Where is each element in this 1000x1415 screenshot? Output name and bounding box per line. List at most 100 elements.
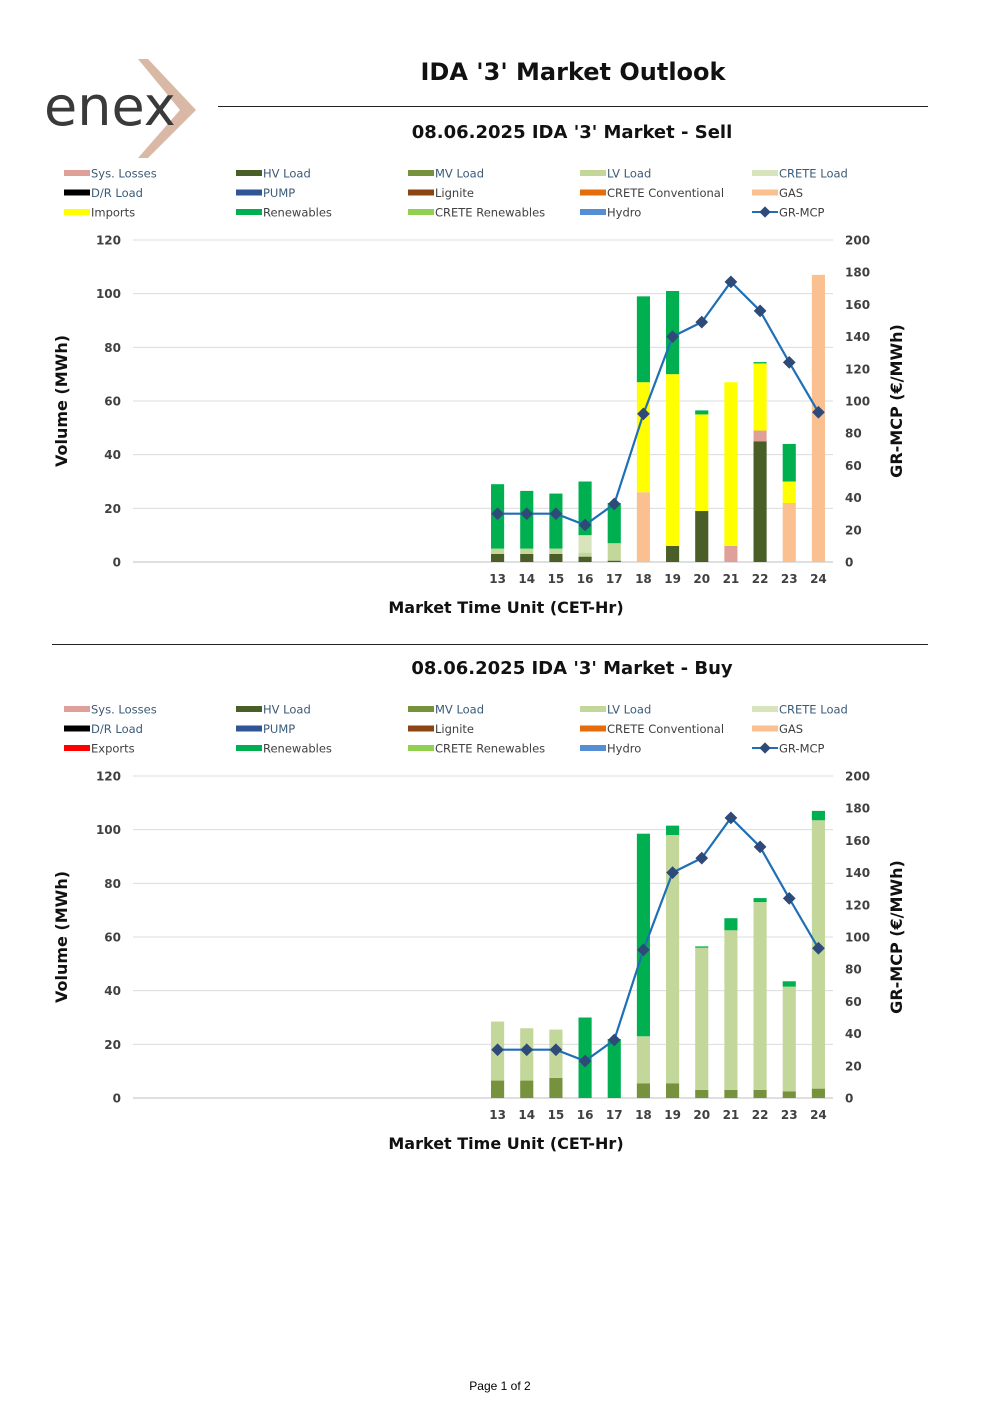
y2-tick-label: 180	[845, 802, 870, 816]
legend-label-crete-load: CRETE Load	[779, 703, 848, 717]
x-tick-label: 13	[489, 1108, 506, 1122]
y2-tick-label: 200	[845, 234, 870, 248]
x-tick-label: 24	[810, 572, 827, 586]
bar-imports-19	[666, 374, 680, 546]
legend-label-renewables: Renewables	[263, 742, 332, 756]
y2-tick-label: 80	[845, 963, 862, 977]
bar-hv-load-19	[666, 545, 680, 562]
page-title: IDA '3' Market Outlook	[420, 58, 726, 86]
bar-sys-losses-22	[753, 430, 767, 442]
x-tick-label: 15	[548, 572, 565, 586]
legend-label-gr-mcp: GR-MCP	[779, 742, 825, 756]
bar-lv-load-22	[753, 902, 767, 1090]
legend-label-crete-renewables: CRETE Renewables	[435, 742, 545, 756]
legend-label-renewables: Renewables	[263, 206, 332, 220]
y-tick-label: 100	[96, 823, 121, 837]
x-tick-label: 17	[606, 572, 623, 586]
legend-label-pump: PUMP	[263, 186, 295, 200]
y2-axis-title: GR-MCP (€/MWh)	[887, 324, 906, 478]
legend-swatch	[236, 209, 262, 215]
bar-imports-23	[782, 481, 796, 503]
x-tick-label: 18	[635, 1108, 652, 1122]
bar-renewables-15	[549, 493, 563, 549]
x-tick-label: 19	[664, 1108, 681, 1122]
bar-hv-load-15	[549, 553, 563, 562]
x-tick-label: 22	[752, 1108, 769, 1122]
legend-swatch	[64, 209, 90, 215]
bar-sys-losses-21	[724, 545, 738, 562]
legend-swatch	[408, 706, 434, 712]
bar-gas-18	[636, 492, 650, 562]
bar-renewables-23	[782, 443, 796, 482]
bar-renewables-22	[753, 898, 767, 903]
legend-swatch	[580, 706, 606, 712]
bar-imports-21	[724, 382, 738, 546]
bar-renewables-17	[607, 502, 621, 544]
legend-swatch	[236, 745, 262, 751]
x-tick-label: 22	[752, 572, 769, 586]
legend-swatch	[580, 189, 606, 196]
gr-mcp-point-15	[549, 1043, 563, 1057]
legend-label-mv-load: MV Load	[435, 167, 484, 181]
bar-lv-load-20	[695, 947, 709, 1090]
bar-hv-load-16	[578, 556, 592, 562]
y2-tick-label: 120	[845, 362, 870, 376]
legend-label-gr-mcp: GR-MCP	[779, 206, 825, 220]
x-tick-label: 14	[518, 1108, 535, 1122]
bar-mv-load-18	[636, 1083, 650, 1098]
bar-renewables-19	[666, 825, 680, 836]
legend-swatch	[752, 189, 778, 196]
x-tick-label: 24	[810, 1108, 827, 1122]
bar-mv-load-13	[491, 1080, 505, 1098]
legend-marker	[759, 742, 771, 754]
bar-hv-load-17	[607, 560, 621, 562]
y2-tick-label: 140	[845, 866, 870, 880]
y2-tick-label: 60	[845, 459, 862, 473]
legend-swatch	[64, 706, 90, 712]
legend-label-gas: GAS	[779, 186, 803, 200]
page-number: Page 1 of 2	[469, 1379, 531, 1393]
bar-mv-load-24	[811, 1088, 825, 1098]
y-tick-label: 40	[104, 984, 121, 998]
y2-tick-label: 120	[845, 898, 870, 912]
legend-swatch	[236, 189, 262, 196]
bar-lv-load-21	[724, 930, 738, 1090]
bar-lv-load-18	[636, 1036, 650, 1084]
x-tick-label: 20	[693, 572, 710, 586]
y-tick-label: 20	[104, 502, 121, 516]
legend-label-pump: PUMP	[263, 722, 295, 736]
x-tick-label: 16	[577, 572, 594, 586]
y-axis-title: Volume (MWh)	[52, 871, 71, 1003]
bar-imports-20	[695, 414, 709, 512]
bar-mv-load-14	[520, 1080, 534, 1098]
legend-swatch	[580, 725, 606, 732]
bar-renewables-17	[607, 1038, 621, 1098]
chart-title: 08.06.2025 IDA '3' Market - Buy	[411, 658, 733, 679]
legend-label-lignite: Lignite	[435, 722, 474, 736]
legend-label-crete-conventional: CRETE Conventional	[607, 186, 724, 200]
bar-mv-load-15	[549, 1077, 563, 1098]
y-axis-title: Volume (MWh)	[52, 335, 71, 467]
logo-wordmark: enex	[44, 75, 176, 138]
y2-tick-label: 160	[845, 834, 870, 848]
bar-mv-load-19	[666, 1083, 680, 1098]
y-tick-label: 60	[104, 931, 121, 945]
y-tick-label: 40	[104, 448, 121, 462]
bar-lv-load-15	[549, 548, 563, 554]
y-tick-label: 80	[104, 877, 121, 891]
legend-swatch	[408, 189, 434, 196]
x-tick-label: 18	[635, 572, 652, 586]
logo-x-chevron	[138, 59, 196, 158]
y-tick-label: 120	[96, 234, 121, 248]
bar-lv-load-23	[782, 986, 796, 1092]
y2-tick-label: 0	[845, 1092, 853, 1106]
y-tick-label: 0	[113, 556, 121, 570]
legend-swatch	[64, 745, 90, 751]
x-tick-label: 23	[781, 572, 798, 586]
legend-label-lv-load: LV Load	[607, 167, 651, 181]
legend-label-hv-load: HV Load	[263, 703, 311, 717]
legend-label-sys-losses: Sys. Losses	[91, 703, 157, 717]
legend-swatch	[580, 170, 606, 176]
legend-swatch	[64, 189, 90, 196]
y2-tick-label: 140	[845, 330, 870, 344]
